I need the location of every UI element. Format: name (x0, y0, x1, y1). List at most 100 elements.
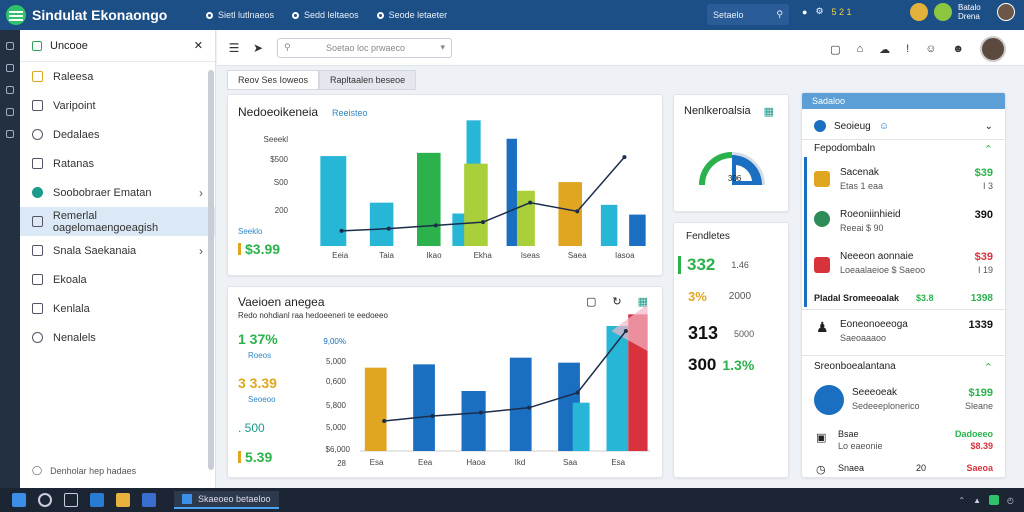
search-icon[interactable] (38, 493, 52, 507)
tree-icon (814, 211, 830, 227)
cloud-icon[interactable]: ☁ (879, 43, 891, 56)
settings-icon[interactable]: ⚙ (815, 6, 824, 16)
sidebar-item-ratanas[interactable]: Ratanas (20, 149, 215, 178)
link-icon[interactable] (6, 130, 14, 138)
tab-overview[interactable]: Reov Ses Ioweos (227, 70, 320, 90)
top-nav-item-2[interactable]: Sedd leltaeos (292, 10, 359, 20)
chart-2-actions: ▢ ↻ ▦ (586, 295, 648, 308)
sidebar-item-varipoint[interactable]: Varipoint (20, 91, 215, 120)
chevron-up-icon[interactable]: ⌃ (983, 362, 993, 374)
chevron-right-icon: › (199, 185, 203, 200)
sidebar-item-soobobraer[interactable]: Soobobraer Ematan › (20, 178, 215, 207)
folder-icon[interactable] (116, 493, 130, 507)
gear-icon (32, 129, 43, 140)
sidebar-item-ekoala[interactable]: Ekoala (20, 265, 215, 294)
sidebar-scrollbar[interactable] (208, 70, 214, 470)
numbers-row: 332 1.46 (678, 255, 749, 275)
taskbar-app-active[interactable]: Skaeoeo betaeloo (174, 491, 279, 509)
burger-icon (814, 171, 830, 187)
sidebar-header: Uncooe ✕ (20, 30, 215, 62)
trend-point (528, 200, 533, 205)
sidebar-footer[interactable]: ◯ Denholar hep hadaes (32, 465, 137, 476)
search-input[interactable]: ⚲ Soetao loc prwaeco ▾ (277, 37, 452, 58)
top-badge[interactable]: 5 2 1 (831, 6, 852, 17)
top-nav-item-1[interactable]: Sietl lutlnaeos (206, 10, 274, 20)
row-marker (678, 256, 681, 274)
window-icon[interactable]: ▢ (585, 296, 597, 308)
window-icon[interactable]: ▢ (830, 43, 841, 56)
tag-icon (32, 303, 43, 314)
toolbar-actions: ▢ ⌂ ☁ ! ☺ ☻ (830, 36, 1006, 62)
security-icon[interactable] (989, 495, 1000, 505)
section-1-title: Fepodombaln (814, 143, 876, 154)
notification-icon[interactable]: ● (802, 6, 808, 17)
sidebar-item-snala[interactable]: Snala Saekanaia › (20, 236, 215, 265)
trend-point (382, 419, 387, 423)
y-axis-label: 5,800 (325, 401, 346, 410)
trend-point (575, 209, 580, 214)
gauge-card: Nenlkeroalsia ▦ 306 (673, 94, 789, 212)
sidebar-item-remerlal[interactable]: Remerlal oagelomaengoeagish (20, 207, 215, 236)
top-nav-item-3[interactable]: Seode letaeter (376, 10, 447, 20)
menu-icon[interactable]: ☰ (228, 40, 240, 55)
bar (628, 314, 648, 451)
tab-bar: Reov Ses Ioweos Rapltaalen beseoe (227, 70, 417, 90)
pin-icon[interactable]: ➤ (252, 40, 264, 55)
sidebar-item-raleesa[interactable]: Raleesa (20, 62, 215, 91)
stat-value: 1 37% (238, 331, 278, 347)
app-logo[interactable]: Sindulat Ekonaongo (6, 5, 196, 25)
windows-start-icon[interactable] (12, 493, 26, 507)
sidebar-item-nenalels[interactable]: Nenalels (20, 323, 215, 352)
stat-value: 3 3.39 (238, 375, 277, 391)
mail-icon[interactable] (142, 493, 156, 507)
area-highlight (611, 304, 648, 351)
search-icon: ⚲ (284, 42, 291, 52)
sidebar-item-dedalaes[interactable]: Dedalaes (20, 120, 215, 149)
gauge-fill-green (699, 152, 733, 186)
x-tick-label: Haoa (466, 458, 486, 467)
home-icon[interactable] (6, 42, 14, 50)
stat-marker (238, 451, 241, 463)
expand-icon[interactable]: ▦ (637, 296, 648, 308)
sidebar-item-kenlala[interactable]: Kenlala (20, 294, 215, 323)
info-icon[interactable]: ! (906, 43, 910, 55)
x-tick-label: Ikd (515, 458, 526, 467)
clock-icon[interactable]: ◴ (1007, 495, 1014, 505)
network-icon[interactable]: ▲ (973, 495, 982, 505)
x-tick-label: Ekha (474, 251, 493, 260)
top-search[interactable]: Setaelo ⚲ (707, 4, 789, 25)
trend-line (384, 330, 627, 422)
smile-icon: ☺ (878, 120, 889, 132)
emoji-icon[interactable]: ☻ (952, 43, 964, 55)
right-panel-dropdown[interactable]: Seoieug ☺ ⌄ (814, 117, 993, 135)
chevron-up-icon[interactable]: ⌃ (983, 144, 993, 156)
task-view-icon[interactable] (64, 493, 78, 507)
gauge-center-value: 306 (728, 174, 742, 183)
info-icon: ◯ (32, 465, 43, 475)
top-user[interactable]: Batalo Drena (910, 3, 1015, 21)
bar (417, 152, 441, 246)
sidebar: Uncooe ✕ Raleesa Varipoint Dedalaes Rata… (20, 30, 216, 488)
layers-icon[interactable] (6, 64, 14, 72)
user-avatar[interactable] (996, 3, 1015, 21)
user-avatar[interactable] (980, 36, 1006, 62)
expand-icon[interactable]: ▦ (763, 106, 774, 118)
chart-card-1: Nedoeoikeneia Reeisteo Seeekl $500 S00 2… (227, 94, 663, 276)
tab-reports[interactable]: Rapltaalen beseoe (319, 70, 417, 90)
x-tick-label: Saea (568, 251, 587, 260)
close-icon[interactable]: ✕ (193, 40, 203, 52)
chevron-up-icon[interactable]: ⌃ (958, 495, 966, 505)
stat-value: . 500 (238, 421, 265, 435)
left-rail (0, 30, 20, 488)
clock-icon: ◷ (816, 464, 826, 476)
runner-icon (814, 385, 844, 415)
media-icon[interactable] (90, 493, 104, 507)
bar (509, 357, 532, 451)
clock-icon[interactable] (6, 108, 14, 116)
check-circle-icon (814, 120, 826, 132)
smile-icon[interactable]: ☺ (925, 43, 937, 55)
home-icon[interactable]: ⌂ (856, 43, 864, 55)
bar (606, 326, 629, 451)
folder-icon[interactable] (6, 86, 14, 94)
refresh-icon[interactable]: ↻ (612, 296, 622, 308)
